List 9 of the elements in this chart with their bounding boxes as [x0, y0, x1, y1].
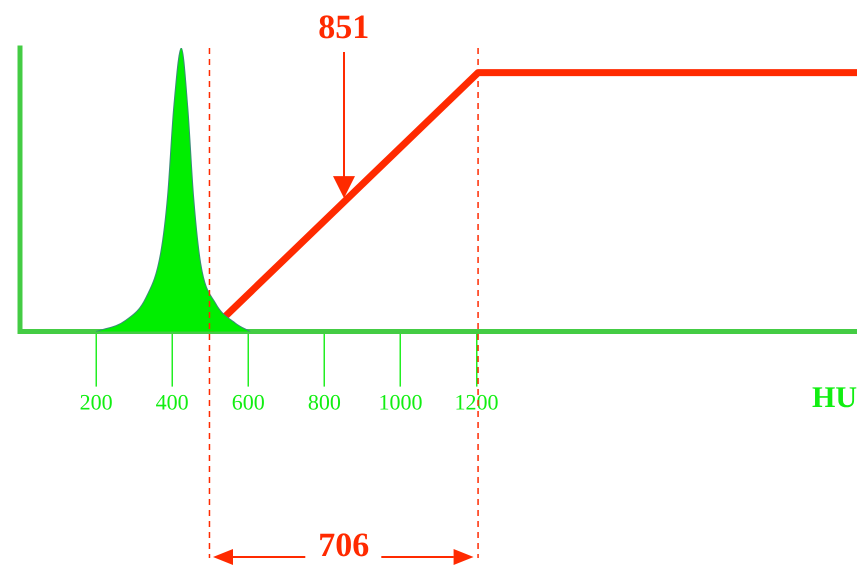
x-tick-label: 1000 — [378, 390, 422, 415]
x-tick-label: 600 — [232, 390, 265, 415]
text: 706 — [318, 527, 370, 564]
x-tick-label: 800 — [308, 390, 341, 415]
x-tick-label: 1200 — [454, 390, 499, 415]
x-tick-label: 200 — [80, 390, 113, 415]
x-tick-label: 400 — [156, 390, 189, 415]
x-axis-title: HU — [812, 380, 857, 414]
text: 851 — [318, 9, 370, 46]
